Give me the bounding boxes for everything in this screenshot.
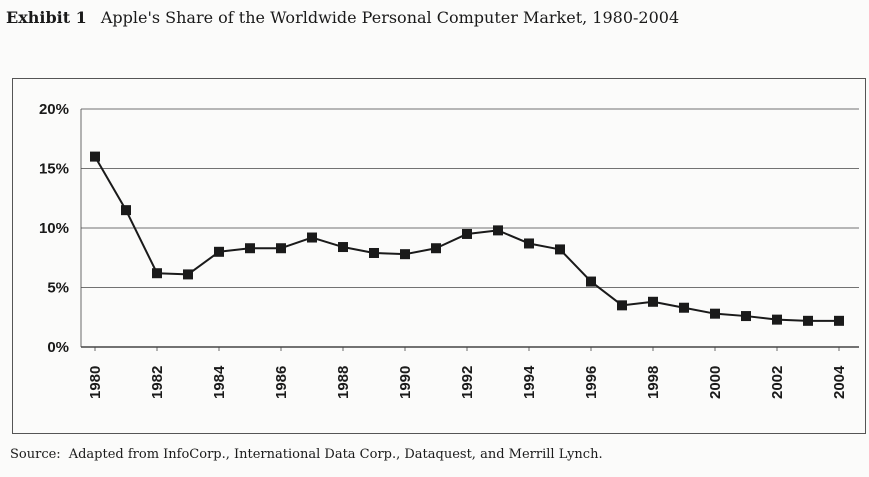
- x-tick-label: 2002: [769, 366, 786, 399]
- data-point: [834, 315, 844, 326]
- y-tick-label: 20%: [39, 101, 69, 118]
- y-tick-label: 10%: [39, 220, 69, 237]
- data-point: [90, 151, 100, 162]
- data-point: [121, 205, 131, 216]
- data-point: [493, 225, 503, 236]
- data-point: [710, 308, 720, 319]
- x-tick-label: 1980: [87, 366, 104, 399]
- data-point: [772, 314, 782, 325]
- exhibit-label: Exhibit 1: [6, 8, 87, 27]
- source-text: Adapted from InfoCorp., International Da…: [68, 447, 603, 462]
- x-tick-label: 1982: [149, 366, 166, 399]
- data-point: [524, 238, 534, 249]
- data-point: [431, 243, 441, 254]
- x-tick-label: 1998: [645, 366, 662, 399]
- data-point: [679, 302, 689, 313]
- data-point: [214, 246, 224, 257]
- data-point: [741, 311, 751, 322]
- data-point: [400, 249, 410, 260]
- data-point: [369, 247, 379, 258]
- data-point: [617, 300, 627, 311]
- x-tick-label: 2004: [831, 365, 848, 399]
- data-point: [462, 228, 472, 239]
- x-tick-label: 1986: [273, 366, 290, 399]
- data-point: [555, 244, 565, 255]
- source-label: Source:: [10, 447, 61, 462]
- data-point: [648, 296, 658, 307]
- x-tick-label: 1992: [459, 366, 476, 399]
- data-point: [152, 268, 162, 279]
- x-tick-label: 1990: [397, 366, 414, 399]
- x-tick-label: 1996: [583, 366, 600, 399]
- y-tick-label: 0%: [47, 339, 69, 356]
- data-point: [338, 242, 348, 253]
- data-point: [586, 276, 596, 287]
- data-point: [803, 315, 813, 326]
- x-tick-label: 1988: [335, 366, 352, 399]
- data-point: [183, 269, 193, 280]
- x-tick-label: 2000: [707, 366, 724, 399]
- line-chart: 0% 5% 10% 15% 20% 1980 1982 1984 1986 1988 1990 199…: [39, 101, 859, 399]
- x-tick-label: 1984: [211, 365, 228, 399]
- exhibit-title: Exhibit 1 Apple's Share of the Worldwide …: [6, 8, 679, 27]
- y-tick-label: 15%: [39, 161, 69, 178]
- y-tick-label: 5%: [47, 280, 69, 297]
- data-point: [307, 232, 317, 243]
- data-point: [276, 243, 286, 254]
- x-tick-label: 1994: [521, 365, 538, 399]
- chart-title: Apple's Share of the Worldwide Personal …: [100, 8, 680, 27]
- chart-frame: 0% 5% 10% 15% 20% 1980 1982 1984 1986 1988 1990 199…: [12, 78, 866, 434]
- source-note: Source: Adapted from InfoCorp., Internati…: [10, 447, 603, 462]
- data-point: [245, 243, 255, 254]
